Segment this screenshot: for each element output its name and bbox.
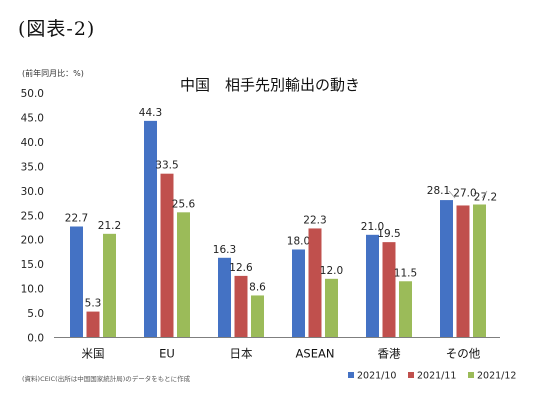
bar: [70, 226, 83, 338]
legend-swatch: [468, 372, 474, 378]
y-tick-label: 30.0: [21, 186, 44, 198]
legend: 2021/10 2021/11 2021/12: [348, 371, 516, 382]
bar: [86, 311, 100, 338]
x-tick-label: 香港: [378, 347, 401, 361]
y-tick-label: 35.0: [21, 161, 44, 173]
bar: [144, 120, 157, 338]
x-tick-label: EU: [159, 347, 175, 361]
data-label: 12.6: [229, 262, 253, 274]
x-tick-label: 日本: [230, 347, 253, 361]
x-tick-label: 米国: [82, 347, 105, 361]
data-label: 25.6: [172, 198, 196, 210]
data-label: 21.0: [361, 221, 384, 233]
bar: [366, 234, 379, 338]
bars: 22.7 5.3 21.2 44.3 33.5 25.6 16.3 12.6 8.6 18.0 22…: [65, 107, 497, 338]
x-tick-label: ASEAN: [296, 347, 335, 361]
bar: [325, 278, 338, 338]
legend-swatch: [348, 372, 354, 378]
bar: [177, 212, 190, 338]
bar: [308, 228, 322, 338]
legend-label: 2021/12: [477, 371, 516, 382]
y-axis: 0.0 5.0 10.0 15.0 20.0 25.0 30.0 35.0 40.0 45.0 50…: [21, 88, 44, 345]
data-label: 16.3: [213, 244, 236, 256]
data-label: 44.3: [139, 107, 162, 119]
chart-title: 中国 相手先別輸出の動き: [179, 76, 360, 94]
x-tick-label: その他: [446, 347, 481, 361]
y-tick-label: 50.0: [21, 88, 44, 100]
bar: [399, 281, 412, 338]
legend-label: 2021/11: [417, 371, 456, 382]
y-tick-label: 15.0: [21, 259, 44, 271]
y-tick-label: 25.0: [21, 210, 44, 222]
y-tick-label: 10.0: [21, 284, 44, 296]
data-label: 12.0: [320, 265, 343, 277]
figure-label: (図表-2): [18, 18, 96, 40]
data-label: 28.1: [427, 185, 450, 197]
legend-swatch: [408, 372, 414, 378]
bar: [251, 295, 264, 338]
bar: [218, 257, 231, 338]
data-label: 19.5: [377, 228, 400, 240]
data-label: 22.7: [65, 212, 88, 224]
data-label: 8.6: [249, 281, 266, 293]
data-label: 22.3: [303, 214, 326, 226]
unit-label: (前年同月比：%): [22, 69, 84, 78]
leader-line: [481, 190, 488, 199]
x-axis: 米国 EU 日本 ASEAN 香港 その他: [54, 337, 500, 361]
data-label: 27.0: [453, 187, 476, 199]
bar: [292, 249, 305, 338]
source-note: (資料)CEIC(出所は中国国家統計局)のデータをもとに作成: [22, 375, 191, 383]
data-label: 33.5: [155, 160, 178, 172]
leader-line: [448, 190, 456, 199]
bar: [234, 275, 248, 338]
bar: [382, 242, 396, 338]
data-label: 27.2: [474, 191, 497, 203]
legend-label: 2021/10: [357, 371, 396, 382]
data-label: 18.0: [287, 235, 310, 247]
bar: [103, 233, 116, 338]
data-label: 21.2: [98, 220, 121, 232]
bar: [160, 173, 174, 338]
y-tick-label: 0.0: [27, 333, 44, 345]
bar: [456, 205, 470, 338]
data-label: 11.5: [394, 267, 417, 279]
y-tick-label: 40.0: [21, 137, 44, 149]
y-tick-label: 20.0: [21, 235, 44, 247]
bar: [473, 204, 486, 338]
data-label: 5.3: [85, 298, 102, 310]
y-tick-label: 5.0: [27, 308, 44, 320]
bar: [440, 200, 453, 338]
y-tick-label: 45.0: [21, 112, 44, 124]
